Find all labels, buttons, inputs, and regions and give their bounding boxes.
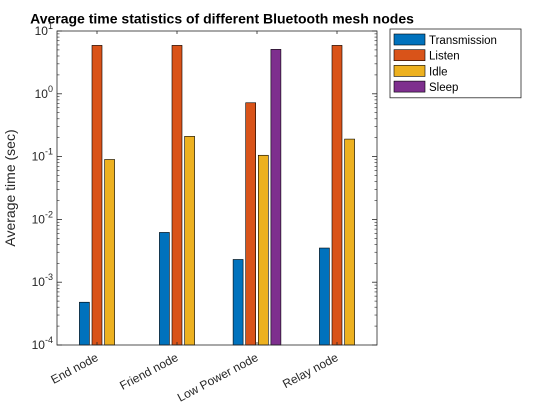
chart-title: Average time statistics of different Blu…: [30, 11, 414, 27]
bar-idle-low-power-node: [257, 154, 269, 346]
y-tick-label: 101: [35, 21, 53, 38]
y-tick-label: 10-1: [32, 147, 53, 164]
bar-listen-low-power-node: [245, 102, 256, 346]
bar-sleep-low-power-node: [270, 49, 282, 346]
bar-listen-friend-node: [171, 45, 183, 346]
bar-transmission-relay-node: [319, 247, 330, 346]
y-tick-label: 100: [35, 84, 53, 101]
legend-swatch-idle: [393, 65, 426, 77]
bar-transmission-friend-node: [159, 232, 170, 346]
x-tick-label: Low Power node: [175, 350, 261, 404]
legend-swatch-transmission: [393, 33, 426, 46]
x-tick-label: Friend node: [117, 350, 180, 393]
x-tick-label: End node: [48, 350, 100, 387]
bar-transmission-end-node: [79, 301, 90, 346]
legend-label-listen: Listen: [429, 51, 460, 63]
bar-idle-friend-node: [184, 136, 195, 346]
legend-label-sleep: Sleep: [429, 82, 458, 94]
legend: Transmission Listen Idle Sleep: [389, 28, 522, 99]
y-axis-label: Average time (sec): [2, 129, 18, 246]
bar-transmission-low-power-node: [232, 259, 244, 346]
x-tick-label: Relay node: [280, 350, 340, 391]
axes-frame: [56, 30, 378, 346]
legend-label-idle: Idle: [429, 66, 448, 78]
bar-listen-relay-node: [331, 45, 343, 346]
legend-label-transmission: Transmission: [429, 35, 497, 47]
legend-swatch-sleep: [393, 80, 426, 93]
bar-idle-end-node: [104, 159, 115, 346]
y-tick-label: 10-4: [32, 335, 53, 352]
bar-listen-end-node: [91, 45, 103, 346]
bar-idle-relay-node: [344, 138, 355, 346]
y-tick-label: 10-3: [32, 272, 53, 289]
y-tick-label: 10-2: [32, 209, 53, 226]
legend-swatch-listen: [393, 49, 426, 62]
